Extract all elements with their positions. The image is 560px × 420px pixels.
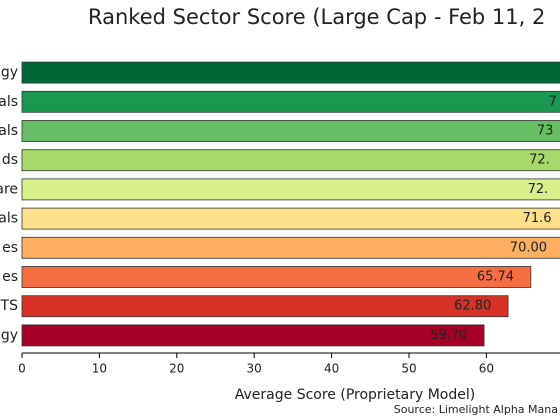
bar bbox=[21, 207, 560, 230]
value-label: 71.6 bbox=[523, 211, 552, 226]
value-label: 65.74 bbox=[477, 270, 514, 285]
bar bbox=[21, 178, 560, 201]
x-tick-label: 20 bbox=[169, 362, 184, 376]
x-tick-label: 40 bbox=[324, 362, 339, 376]
bar bbox=[21, 120, 560, 142]
y-tick-label: als bbox=[0, 123, 18, 139]
value-label: 62.80 bbox=[454, 299, 491, 314]
x-tick-label: 60 bbox=[479, 362, 494, 376]
x-axis-label: Average Score (Proprietary Model) bbox=[235, 387, 475, 403]
y-tick-label: als bbox=[0, 94, 18, 110]
chart-title: Ranked Sector Score (Large Cap - Feb 11,… bbox=[88, 5, 545, 29]
bar bbox=[21, 266, 532, 288]
y-tick-label: TS bbox=[0, 298, 18, 314]
value-label: 7 bbox=[549, 94, 557, 109]
value-label: 59.70 bbox=[430, 328, 467, 343]
y-tick-label: es bbox=[2, 269, 18, 285]
y-tick-label: es bbox=[2, 240, 18, 256]
y-tick-label: gy bbox=[1, 65, 18, 81]
bar bbox=[21, 149, 560, 172]
value-label: 73 bbox=[537, 124, 554, 139]
bar bbox=[21, 295, 509, 318]
value-label: 72. bbox=[529, 153, 550, 168]
x-tick-label: 30 bbox=[247, 362, 262, 376]
value-label: 72. bbox=[528, 182, 549, 197]
x-tick-label: 0 bbox=[18, 362, 26, 376]
bar bbox=[21, 324, 485, 347]
x-tick-label: 10 bbox=[92, 362, 107, 376]
y-tick-label: are bbox=[0, 181, 18, 197]
bar bbox=[21, 236, 560, 259]
bar bbox=[21, 90, 560, 113]
value-label: 70.00 bbox=[510, 240, 547, 255]
y-tick-label: gy bbox=[1, 327, 18, 343]
y-tick-label: als bbox=[0, 211, 18, 227]
y-tick-label: ds bbox=[2, 152, 18, 168]
x-tick-label: 50 bbox=[401, 362, 416, 376]
source-note: Source: Limelight Alpha Mana bbox=[394, 403, 558, 416]
bar bbox=[21, 61, 560, 84]
